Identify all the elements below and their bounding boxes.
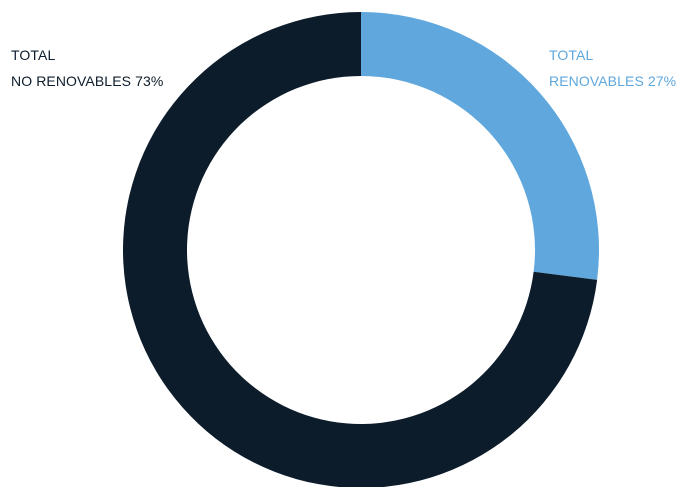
legend-no-renovables-group: TOTAL [11,47,56,63]
legend-renovables-label: RENOVABLES 27% [549,73,677,89]
slice-renovables [361,12,599,280]
legend-no-renovables: TOTAL NO RENOVABLES 73% [11,42,163,94]
donut-slices [123,12,599,487]
legend-renovables-group: TOTAL [549,47,594,63]
legend-no-renovables-label: NO RENOVABLES 73% [11,73,164,89]
legend-renovables: TOTAL RENOVABLES 27% [549,42,676,94]
